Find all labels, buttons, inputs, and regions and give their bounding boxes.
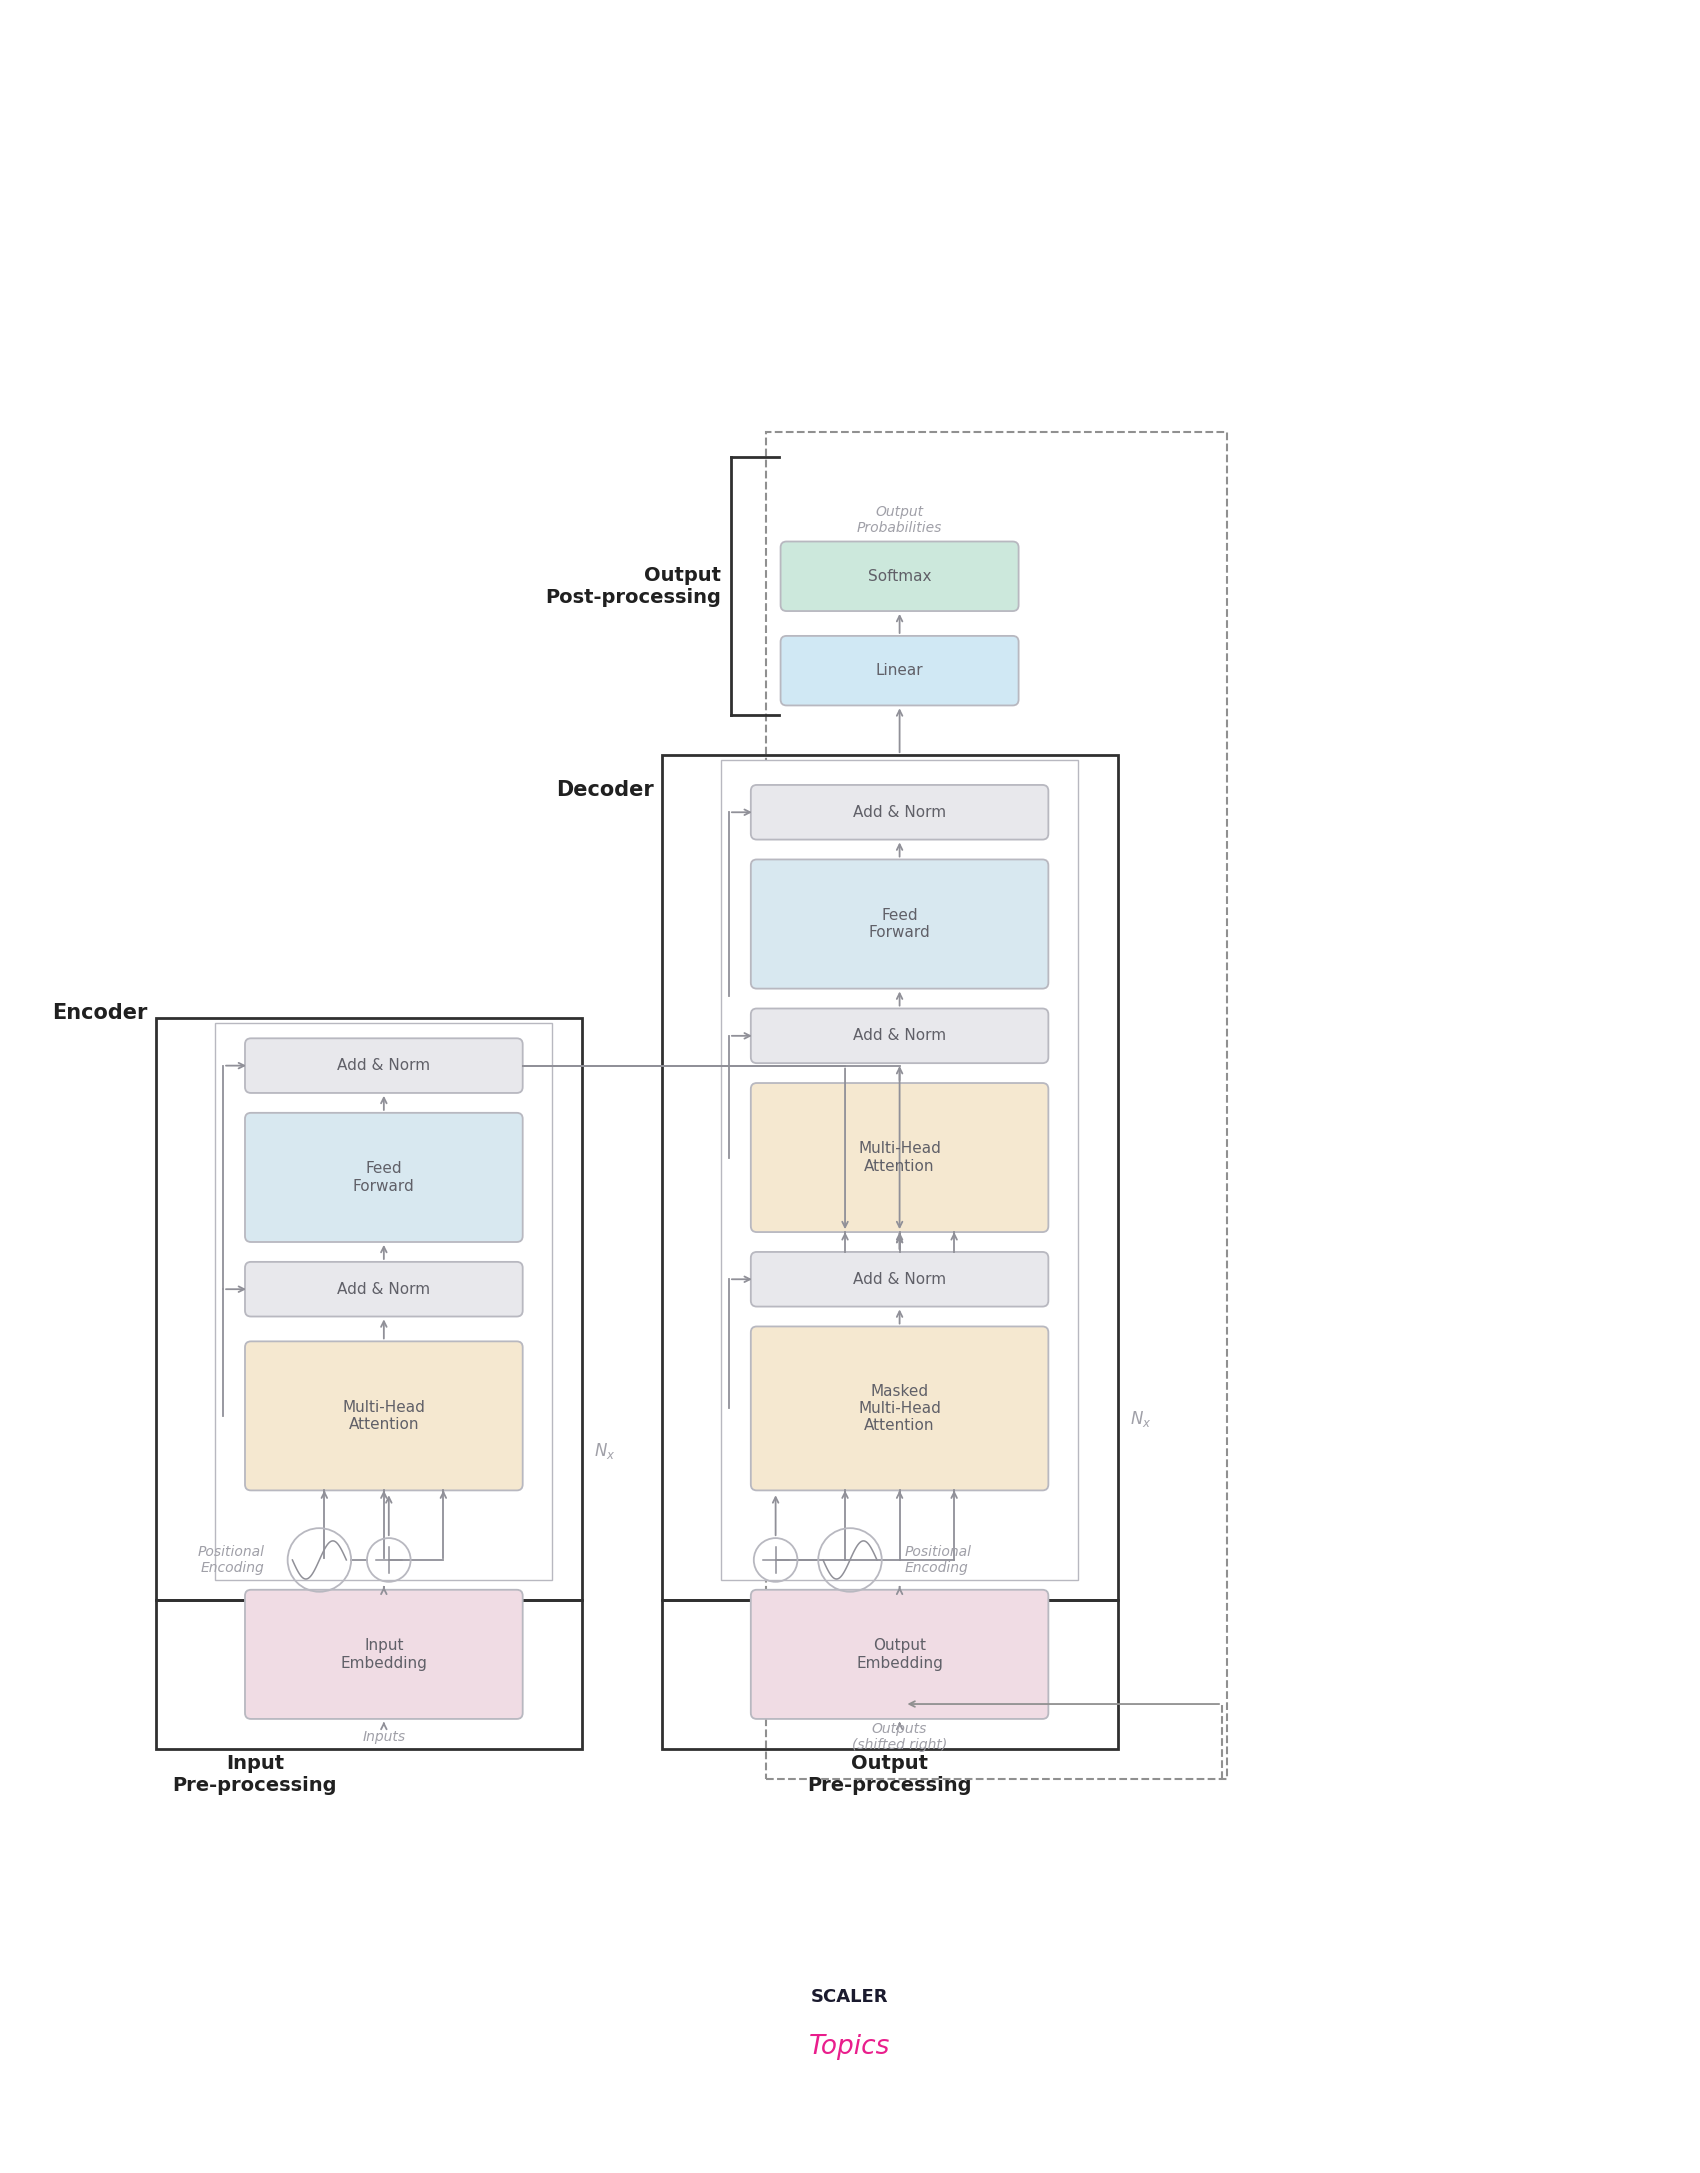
FancyBboxPatch shape: [751, 1252, 1049, 1306]
Text: Masked
Multi-Head
Attention: Masked Multi-Head Attention: [858, 1384, 942, 1434]
Text: Multi-Head
Attention: Multi-Head Attention: [342, 1399, 425, 1432]
FancyBboxPatch shape: [245, 1591, 522, 1719]
Bar: [156, 1019, 581, 1599]
Text: Add & Norm: Add & Norm: [337, 1058, 430, 1073]
Text: Input
Pre-processing: Input Pre-processing: [173, 1754, 337, 1795]
FancyBboxPatch shape: [751, 861, 1049, 989]
Text: Add & Norm: Add & Norm: [853, 1271, 947, 1286]
Text: Inputs: Inputs: [362, 1730, 405, 1743]
Text: Output
Pre-processing: Output Pre-processing: [808, 1754, 972, 1795]
Text: Topics: Topics: [809, 2034, 891, 2060]
Text: Decoder: Decoder: [556, 780, 653, 800]
FancyBboxPatch shape: [751, 1008, 1049, 1063]
Bar: [765, 432, 1227, 1778]
Text: Encoder: Encoder: [53, 1004, 148, 1023]
Bar: [661, 1599, 1119, 1749]
Text: Output
Embedding: Output Embedding: [857, 1638, 944, 1671]
Text: Positional
Encoding: Positional Encoding: [904, 1545, 972, 1575]
Bar: [216, 1023, 552, 1580]
FancyBboxPatch shape: [751, 1326, 1049, 1491]
Text: Add & Norm: Add & Norm: [337, 1282, 430, 1297]
FancyBboxPatch shape: [751, 1082, 1049, 1232]
FancyBboxPatch shape: [780, 637, 1018, 706]
Text: Add & Norm: Add & Norm: [853, 1028, 947, 1043]
Bar: [721, 761, 1078, 1580]
FancyBboxPatch shape: [245, 1263, 522, 1317]
Text: $N_x$: $N_x$: [593, 1441, 615, 1460]
Text: Output
Probabilities: Output Probabilities: [857, 504, 942, 535]
Text: Linear: Linear: [876, 663, 923, 678]
Text: Positional
Encoding: Positional Encoding: [197, 1545, 265, 1575]
FancyBboxPatch shape: [780, 541, 1018, 611]
Text: SCALER: SCALER: [811, 1988, 889, 2006]
Bar: [661, 756, 1119, 1599]
Text: Outputs
(shifted right): Outputs (shifted right): [852, 1721, 947, 1751]
Text: Feed
Forward: Feed Forward: [869, 908, 930, 941]
Text: Input
Embedding: Input Embedding: [340, 1638, 427, 1671]
Text: Feed
Forward: Feed Forward: [354, 1160, 415, 1193]
Text: Softmax: Softmax: [867, 569, 932, 585]
FancyBboxPatch shape: [245, 1341, 522, 1491]
FancyBboxPatch shape: [245, 1113, 522, 1243]
FancyBboxPatch shape: [751, 784, 1049, 839]
FancyBboxPatch shape: [245, 1039, 522, 1093]
FancyBboxPatch shape: [751, 1591, 1049, 1719]
Bar: [156, 1599, 581, 1749]
Text: $N_x$: $N_x$: [1130, 1408, 1151, 1430]
Text: Output
Post-processing: Output Post-processing: [546, 565, 721, 606]
Text: Add & Norm: Add & Norm: [853, 804, 947, 819]
Text: Multi-Head
Attention: Multi-Head Attention: [858, 1141, 942, 1173]
